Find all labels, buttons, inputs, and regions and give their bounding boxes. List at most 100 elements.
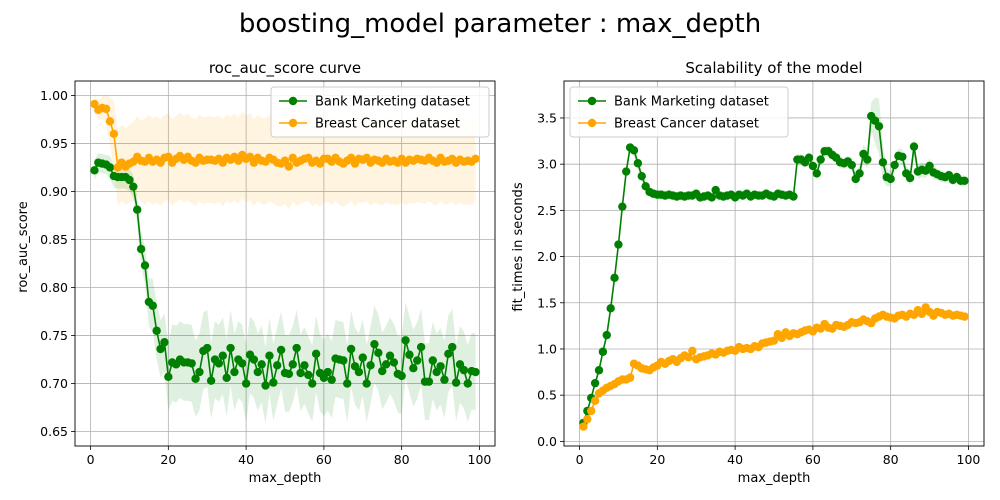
- y-tick-label: 0.0: [537, 434, 557, 449]
- data-point: [222, 373, 231, 382]
- data-point: [625, 373, 635, 382]
- data-point: [136, 244, 146, 254]
- y-axis-label: fit_times in seconds: [511, 182, 526, 311]
- data-point: [140, 261, 150, 270]
- data-point: [273, 361, 282, 370]
- data-point: [878, 158, 888, 167]
- data-point: [463, 379, 472, 388]
- y-tick-label: 0.75: [40, 328, 68, 343]
- data-point: [874, 122, 884, 131]
- data-point: [284, 369, 294, 379]
- data-point: [602, 330, 611, 340]
- data-point: [292, 343, 301, 353]
- y-tick-label: 0.5: [537, 388, 557, 403]
- x-tick-label: 20: [160, 452, 176, 467]
- data-point: [610, 273, 619, 283]
- data-point: [397, 371, 406, 381]
- data-point: [905, 173, 915, 183]
- data-point: [816, 155, 825, 164]
- x-tick-label: 0: [576, 452, 584, 467]
- y-tick-label: 1.0: [537, 341, 557, 356]
- data-point: [238, 359, 247, 368]
- data-point: [707, 193, 716, 202]
- data-point: [308, 379, 317, 388]
- data-point: [276, 345, 286, 355]
- data-point: [191, 374, 200, 383]
- data-point: [129, 182, 138, 191]
- y-tick-label: 3.5: [537, 110, 557, 125]
- data-point: [898, 152, 907, 161]
- data-point: [444, 349, 453, 358]
- x-tick-label: 80: [394, 452, 410, 467]
- data-point: [284, 162, 294, 171]
- data-point: [416, 342, 426, 352]
- data-point: [370, 339, 379, 349]
- legend-marker: [587, 118, 597, 128]
- data-point: [909, 142, 919, 151]
- legend-marker: [288, 96, 298, 106]
- roc-auc-panel: roc_auc_score curve max_depth roc_auc_sc…: [16, 59, 496, 486]
- data-point: [598, 347, 608, 356]
- data-point: [160, 338, 169, 347]
- x-axis-label: max_depth: [738, 471, 811, 486]
- data-point: [960, 176, 969, 185]
- data-point: [358, 353, 367, 362]
- scalability-panel: Scalability of the model max_depth fit_t…: [511, 59, 985, 486]
- data-point: [688, 346, 697, 356]
- data-point: [614, 240, 623, 249]
- data-point: [633, 159, 643, 168]
- data-point: [436, 362, 445, 371]
- data-point: [579, 422, 588, 431]
- legend-entry: Bank Marketing dataset: [614, 95, 769, 110]
- data-point: [590, 396, 600, 405]
- data-point: [684, 353, 693, 362]
- y-tick-label: 0.95: [40, 136, 68, 151]
- data-point: [164, 372, 173, 382]
- data-point: [471, 154, 480, 163]
- data-point: [253, 367, 262, 377]
- data-point: [583, 415, 592, 424]
- y-tick-label: 1.00: [40, 88, 68, 103]
- data-point: [413, 356, 422, 365]
- data-point: [105, 163, 115, 172]
- data-point: [471, 367, 480, 377]
- data-point: [354, 367, 364, 377]
- data-point: [265, 351, 274, 360]
- data-point: [847, 160, 856, 170]
- data-point: [101, 104, 111, 114]
- data-point: [451, 378, 461, 387]
- y-axis-label: roc_auc_score: [16, 201, 31, 292]
- data-point: [424, 377, 434, 386]
- data-point: [389, 358, 399, 367]
- data-point: [428, 356, 437, 365]
- data-point: [362, 379, 371, 388]
- y-tick-label: 0.85: [40, 232, 68, 247]
- figure-title: boosting_model parameter : max_depth: [239, 9, 761, 39]
- data-point: [405, 350, 414, 359]
- data-point: [214, 359, 224, 368]
- data-point: [769, 336, 779, 345]
- data-point: [385, 351, 395, 360]
- data-point: [323, 367, 332, 377]
- data-point: [288, 360, 297, 369]
- data-point: [409, 364, 418, 373]
- data-point: [343, 379, 352, 388]
- data-point: [339, 356, 348, 365]
- legend: Bank Marketing dataset Breast Cancer data…: [569, 86, 789, 138]
- data-point: [804, 153, 814, 162]
- data-point: [195, 367, 204, 377]
- data-point: [241, 379, 251, 388]
- axes-frame: [563, 80, 985, 447]
- x-tick-label: 80: [883, 452, 899, 467]
- y-tick-label: 2.5: [537, 203, 557, 218]
- y-tick-label: 3.0: [537, 157, 557, 172]
- data-point: [374, 348, 383, 358]
- x-tick-label: 40: [727, 452, 743, 467]
- legend-marker: [587, 96, 597, 106]
- x-axis-label: max_depth: [249, 471, 322, 486]
- legend-entry: Breast Cancer dataset: [315, 117, 460, 132]
- data-point: [440, 375, 449, 384]
- y-tick-label: 0.70: [40, 376, 68, 391]
- data-point: [590, 378, 600, 388]
- legend: Bank Marketing dataset Breast Cancer data…: [270, 86, 490, 138]
